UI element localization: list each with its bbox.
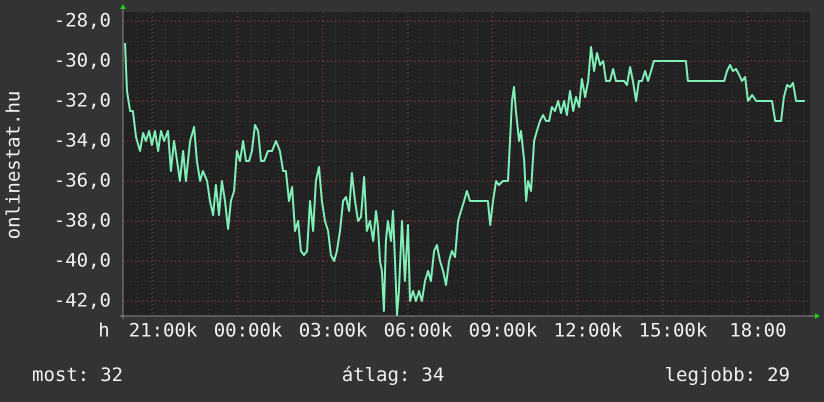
y-tick-label: -28,0	[54, 10, 111, 32]
stat-label: legjobb:	[665, 364, 757, 386]
stat-label: átlag:	[342, 364, 411, 386]
stat: átlag: 34	[342, 364, 445, 386]
x-tick-label: 12:00k	[554, 320, 623, 342]
stat-value: 32	[100, 364, 123, 386]
x-tick-label: 06:00k	[384, 320, 453, 342]
stat-value: 29	[767, 364, 790, 386]
y-axis-arrow	[120, 4, 126, 9]
stat-label: most:	[32, 364, 89, 386]
x-tick-label: 03:00k	[299, 320, 368, 342]
y-tick-label: -34,0	[54, 130, 111, 152]
stats: most: 32 átlag: 34 legjobb: 29	[32, 364, 790, 386]
stat: legjobb: 29	[665, 364, 790, 386]
x-tick-label: 15:00k	[639, 320, 708, 342]
data-line	[124, 42, 805, 316]
y-tick-label: -42,0	[54, 290, 111, 312]
y-axis-label: onlinestat.hu	[3, 91, 25, 240]
y-tick-label: -38,0	[54, 210, 111, 232]
x-tick-label: 09:00k	[469, 320, 538, 342]
x-tick-label: 18:00	[729, 320, 786, 342]
y-tick-label: -36,0	[54, 170, 111, 192]
y-tick-label: -32,0	[54, 90, 111, 112]
x-axis-label: h	[98, 320, 109, 342]
x-axis-arrow	[815, 313, 820, 319]
y-tick-label: -40,0	[54, 250, 111, 272]
stat: most: 32	[32, 364, 123, 386]
x-tick-label: 00:00k	[214, 320, 283, 342]
x-tick-label: 21:00k	[129, 320, 198, 342]
stat-value: 34	[421, 364, 444, 386]
y-tick-label: -30,0	[54, 50, 111, 72]
minor-grid	[123, 12, 810, 316]
